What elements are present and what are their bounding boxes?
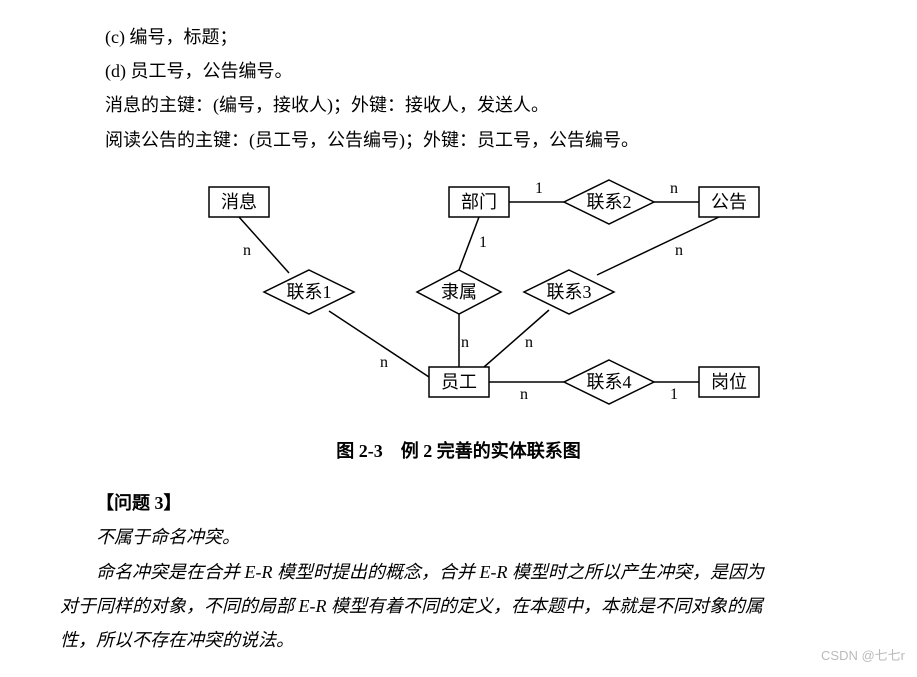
svg-text:1: 1	[479, 234, 487, 251]
svg-text:1: 1	[670, 386, 678, 403]
svg-text:联系2: 联系2	[586, 192, 631, 212]
text-keys2: 阅读公告的主键：(员工号，公告编号)；外键：员工号，公告编号。	[60, 123, 857, 157]
svg-text:n: n	[243, 242, 251, 259]
q3-line1: 不属于命名冲突。	[60, 520, 857, 554]
svg-text:部门: 部门	[461, 192, 497, 212]
svg-text:联系3: 联系3	[546, 282, 591, 302]
svg-text:隶属: 隶属	[441, 282, 477, 302]
svg-text:联系1: 联系1	[286, 282, 331, 302]
watermark: CSDN @七七r	[821, 644, 905, 669]
question3-title: 【问题 3】	[60, 486, 857, 520]
svg-text:岗位: 岗位	[711, 372, 747, 392]
svg-text:联系4: 联系4	[586, 372, 631, 392]
svg-text:公告: 公告	[711, 192, 747, 212]
svg-text:消息: 消息	[221, 192, 257, 212]
svg-text:n: n	[461, 334, 469, 351]
q3-line4: 性，所以不存在冲突的说法。	[60, 623, 857, 657]
text-keys1: 消息的主键：(编号，接收人)；外键：接收人，发送人。	[60, 88, 857, 122]
er-diagram: n n 1 n 1 n n n n 1 消息 部门 公告员工 岗位 联系1 隶属 联系3 联系2 联系4	[139, 167, 779, 428]
text-d: (d) 员工号，公告编号。	[60, 54, 857, 88]
q3-line2: 命名冲突是在合并 E-R 模型时提出的概念，合并 E-R 模型时之所以产生冲突，…	[60, 555, 857, 589]
svg-text:员工: 员工	[441, 372, 477, 392]
svg-text:n: n	[525, 334, 533, 351]
svg-text:n: n	[675, 242, 683, 259]
svg-text:n: n	[520, 386, 528, 403]
svg-text:n: n	[380, 354, 388, 371]
q3-line3: 对于同样的对象，不同的局部 E-R 模型有着不同的定义，在本题中，本就是不同对象…	[60, 589, 857, 623]
text-c: (c) 编号，标题；	[60, 20, 857, 54]
svg-text:1: 1	[535, 180, 543, 197]
diagram-caption: 图 2-3 例 2 完善的实体联系图	[60, 434, 857, 468]
svg-text:n: n	[670, 180, 678, 197]
